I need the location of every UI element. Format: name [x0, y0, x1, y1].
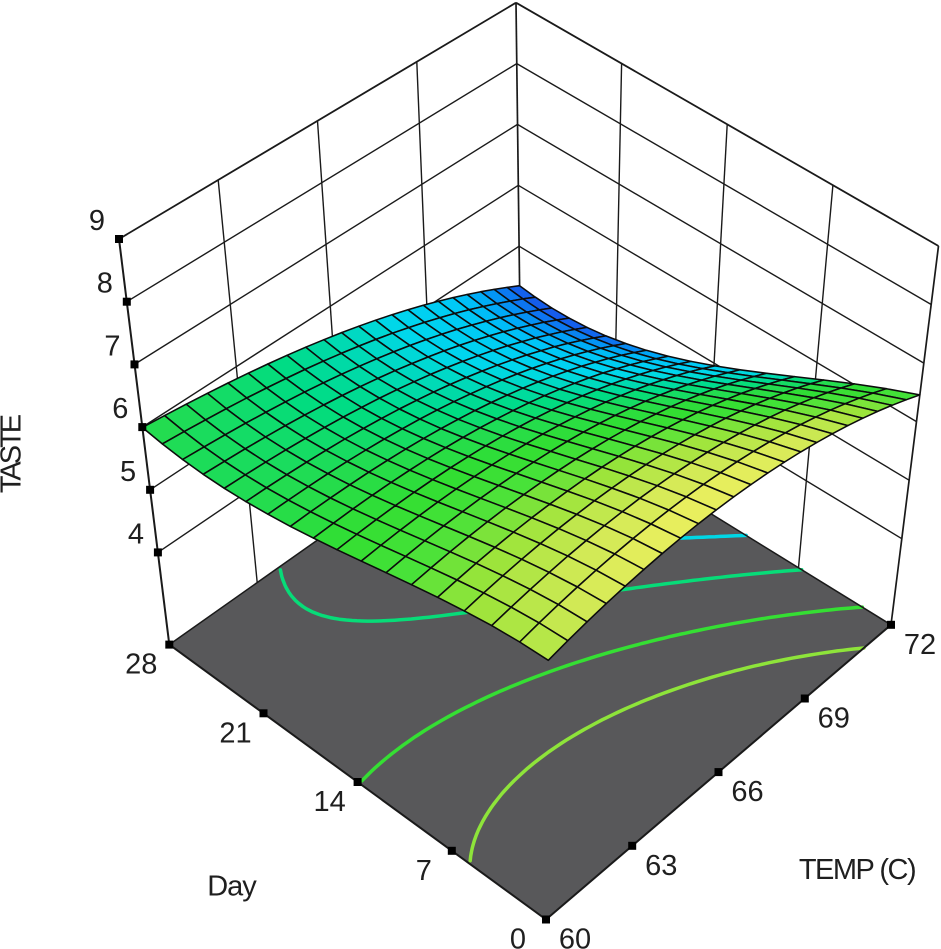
- svg-text:TEMP (C): TEMP (C): [799, 854, 915, 886]
- svg-text:TASTE: TASTE: [0, 414, 28, 493]
- svg-text:72: 72: [904, 629, 936, 661]
- svg-text:7: 7: [416, 855, 432, 887]
- svg-text:Day: Day: [207, 871, 257, 903]
- svg-text:14: 14: [313, 786, 345, 818]
- svg-text:28: 28: [125, 649, 157, 681]
- svg-text:5: 5: [120, 456, 136, 488]
- svg-text:0: 0: [510, 924, 526, 949]
- svg-text:21: 21: [219, 717, 251, 749]
- svg-text:4: 4: [128, 518, 144, 550]
- svg-text:9: 9: [89, 205, 105, 237]
- svg-text:7: 7: [104, 330, 120, 362]
- svg-text:60: 60: [559, 924, 591, 949]
- svg-text:8: 8: [97, 268, 113, 300]
- svg-text:69: 69: [818, 703, 850, 735]
- svg-text:63: 63: [645, 850, 677, 882]
- svg-text:66: 66: [731, 776, 763, 808]
- svg-text:6: 6: [112, 393, 128, 425]
